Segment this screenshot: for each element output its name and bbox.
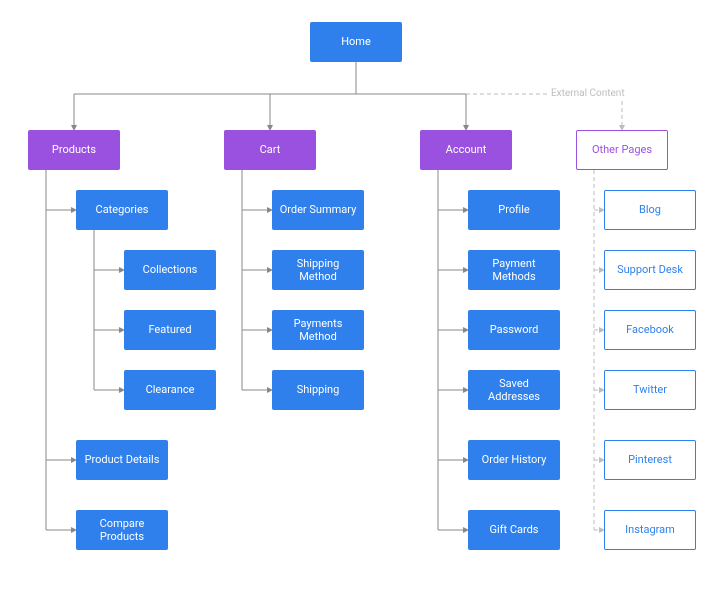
node-paym: Payments Method — [272, 310, 364, 350]
node-home: Home — [310, 22, 402, 62]
node-instagram: Instagram — [604, 510, 696, 550]
node-label: Payment Methods — [474, 257, 554, 283]
node-twitter: Twitter — [604, 370, 696, 410]
node-gcards: Gift Cards — [468, 510, 560, 550]
node-label: Shipping Method — [278, 257, 358, 283]
node-label: Payments Method — [278, 317, 358, 343]
node-pinterest: Pinterest — [604, 440, 696, 480]
node-label: Account — [446, 143, 487, 156]
node-label: Home — [341, 35, 371, 48]
node-label: Compare Products — [82, 517, 162, 543]
node-shipping: Shipping — [272, 370, 364, 410]
node-label: Instagram — [625, 523, 675, 536]
node-featured: Featured — [124, 310, 216, 350]
node-label: Password — [490, 323, 539, 336]
node-label: Categories — [96, 203, 149, 216]
node-ohist: Order History — [468, 440, 560, 480]
sitemap-canvas: Home Products Cart Account Other Pages Catego… — [0, 0, 713, 602]
node-label: Pinterest — [628, 453, 672, 466]
node-saddr: Saved Addresses — [468, 370, 560, 410]
node-profile: Profile — [468, 190, 560, 230]
node-label: Shipping — [297, 383, 340, 396]
node-label: Support Desk — [617, 263, 683, 276]
node-label: Featured — [148, 323, 191, 336]
node-label: Order History — [482, 453, 547, 466]
node-label: Saved Addresses — [474, 377, 554, 403]
node-cart: Cart — [224, 130, 316, 170]
node-label: Other Pages — [592, 143, 652, 156]
node-label: Product Details — [85, 453, 160, 466]
node-label: Order Summary — [280, 203, 357, 216]
node-label: Collections — [143, 263, 198, 276]
node-paymeth: Payment Methods — [468, 250, 560, 290]
node-products: Products — [28, 130, 120, 170]
node-label: Blog — [639, 203, 661, 216]
node-label: Clearance — [146, 383, 195, 396]
node-account: Account — [420, 130, 512, 170]
node-label: Cart — [260, 143, 281, 156]
node-pdetails: Product Details — [76, 440, 168, 480]
external-content-label: External Content — [547, 88, 629, 99]
node-facebook: Facebook — [604, 310, 696, 350]
node-label: Gift Cards — [490, 523, 539, 536]
node-label: Twitter — [633, 383, 667, 396]
node-label: Products — [52, 143, 96, 156]
node-blog: Blog — [604, 190, 696, 230]
node-other: Other Pages — [576, 130, 668, 170]
node-compare: Compare Products — [76, 510, 168, 550]
node-osummary: Order Summary — [272, 190, 364, 230]
node-password: Password — [468, 310, 560, 350]
node-clearance: Clearance — [124, 370, 216, 410]
node-label: Facebook — [626, 323, 674, 336]
node-shipm: Shipping Method — [272, 250, 364, 290]
node-label: Profile — [498, 203, 529, 216]
node-collections: Collections — [124, 250, 216, 290]
node-categories: Categories — [76, 190, 168, 230]
node-support: Support Desk — [604, 250, 696, 290]
